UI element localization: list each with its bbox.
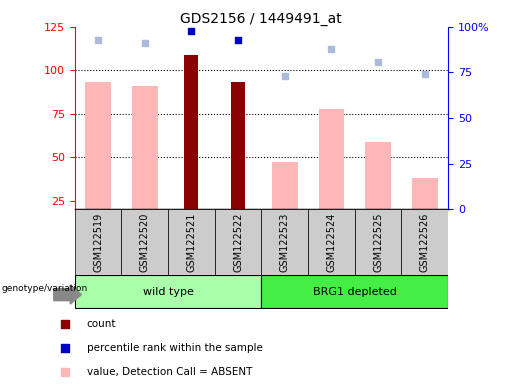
- Bar: [168, 209, 215, 275]
- Text: GSM122522: GSM122522: [233, 213, 243, 272]
- Text: GSM122524: GSM122524: [327, 213, 336, 272]
- FancyArrow shape: [54, 285, 81, 304]
- Point: [374, 58, 382, 65]
- Bar: [355, 209, 401, 275]
- Bar: [319, 109, 344, 209]
- Point: [60, 320, 68, 326]
- Bar: [184, 55, 198, 209]
- Point: [281, 73, 289, 79]
- Text: genotype/variation: genotype/variation: [2, 284, 88, 293]
- Bar: [75, 209, 122, 275]
- Bar: [215, 209, 261, 275]
- Bar: [122, 209, 168, 275]
- Bar: [132, 86, 158, 209]
- Bar: [261, 275, 448, 308]
- Bar: [412, 178, 438, 209]
- Bar: [272, 162, 298, 209]
- Text: BRG1 depleted: BRG1 depleted: [313, 287, 397, 297]
- Text: value, Detection Call = ABSENT: value, Detection Call = ABSENT: [87, 366, 252, 377]
- Point: [94, 36, 102, 43]
- Bar: [75, 275, 261, 308]
- Point: [187, 28, 196, 34]
- Text: GSM122525: GSM122525: [373, 213, 383, 272]
- Point: [60, 344, 68, 351]
- Bar: [365, 142, 391, 209]
- Point: [60, 369, 68, 375]
- Text: GSM122521: GSM122521: [186, 213, 196, 272]
- Text: GSM122526: GSM122526: [420, 213, 430, 272]
- Text: wild type: wild type: [143, 287, 194, 297]
- Point: [234, 36, 242, 43]
- Title: GDS2156 / 1449491_at: GDS2156 / 1449491_at: [180, 12, 342, 26]
- Bar: [85, 83, 111, 209]
- Bar: [308, 209, 355, 275]
- Point: [327, 46, 335, 52]
- Text: GSM122520: GSM122520: [140, 213, 150, 272]
- Bar: [231, 83, 245, 209]
- Text: percentile rank within the sample: percentile rank within the sample: [87, 343, 263, 353]
- Bar: [401, 209, 448, 275]
- Text: GSM122523: GSM122523: [280, 213, 290, 272]
- Bar: [261, 209, 308, 275]
- Point: [421, 71, 429, 78]
- Text: GSM122519: GSM122519: [93, 213, 103, 272]
- Text: count: count: [87, 318, 116, 329]
- Point: [141, 40, 149, 46]
